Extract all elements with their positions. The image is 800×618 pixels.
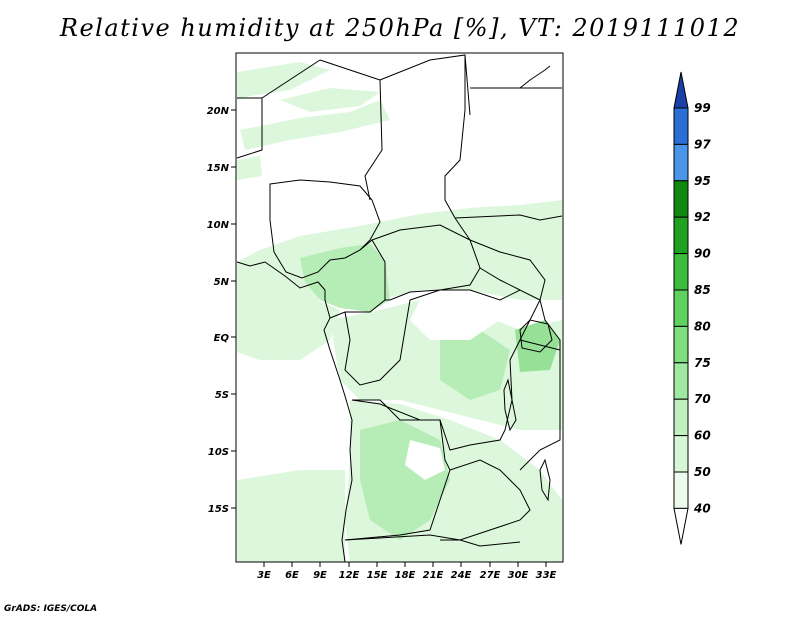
colorbar-segment bbox=[673, 253, 689, 291]
lat-tick-label: EQ bbox=[214, 333, 230, 344]
colorbar-level-label: 85 bbox=[694, 283, 711, 297]
coastline-west bbox=[236, 261, 353, 563]
humidity-band-north-3 bbox=[280, 88, 380, 112]
humidity-band-gulf bbox=[237, 292, 340, 360]
border-nigeria bbox=[269, 179, 381, 279]
colorbar-segment bbox=[673, 216, 689, 255]
credit-label: GrADS: IGES/COLA bbox=[4, 604, 98, 614]
border-tanzania bbox=[519, 299, 561, 471]
border-namibia bbox=[344, 534, 521, 547]
map-title: Relative humidity at 250hPa [%], VT: 201… bbox=[59, 14, 741, 42]
colorbar-segment bbox=[673, 435, 689, 473]
lat-tick-label: 20N bbox=[207, 106, 230, 117]
lat-tick-label: 10N bbox=[207, 220, 230, 231]
colorbar-segment bbox=[673, 107, 689, 145]
colorbar-level-label: 97 bbox=[694, 137, 711, 151]
lake-tanganyika bbox=[503, 378, 517, 432]
border-congo bbox=[344, 299, 411, 386]
colorbar-level-label: 92 bbox=[694, 210, 711, 224]
colorbar-level-label: 50 bbox=[694, 465, 711, 479]
lon-tick-label: 30E bbox=[508, 570, 529, 581]
lon-tick-label: 3E bbox=[257, 570, 271, 581]
colorbar-segment bbox=[673, 180, 689, 218]
border-angola bbox=[344, 399, 451, 541]
lat-tick-label: 5S bbox=[215, 390, 229, 401]
border-mali-niger bbox=[236, 59, 383, 201]
lon-tick-label: 15E bbox=[367, 570, 388, 581]
border-zambia bbox=[440, 459, 531, 541]
colorbar-level-label: 80 bbox=[694, 319, 711, 333]
colorbar-level-label: 60 bbox=[694, 429, 711, 443]
red-sea-coast bbox=[519, 65, 551, 89]
lon-tick-label: 33E bbox=[536, 570, 557, 581]
dry-patch-congo bbox=[410, 296, 500, 340]
humidity-band-southwest bbox=[237, 470, 345, 562]
lon-tick-label: 21E bbox=[423, 570, 444, 581]
humidity-field bbox=[237, 62, 562, 562]
lon-tick-label: 24E bbox=[451, 570, 472, 581]
humidity-band-central bbox=[300, 244, 390, 312]
colorbar-segment bbox=[673, 143, 689, 182]
colorbar-level-label: 70 bbox=[694, 392, 711, 406]
dry-patch-south bbox=[405, 440, 445, 480]
lon-tick-label: 12E bbox=[339, 570, 360, 581]
colorbar-segment bbox=[673, 398, 689, 437]
longitude-axis: 3E 6E 9E 12E 15E 18E 21E 24E 27E 30E 33E bbox=[257, 562, 557, 581]
colorbar-segment bbox=[673, 471, 689, 509]
lat-tick-label: 5N bbox=[214, 277, 230, 288]
latitude-axis: 20N 15N 10N 5N EQ 5S 10S 15S bbox=[207, 106, 236, 515]
colorbar-arrow-top bbox=[673, 71, 689, 109]
lake-malawi bbox=[539, 458, 551, 502]
colorbar-segment bbox=[673, 325, 689, 364]
humidity-band-congo-dark bbox=[440, 330, 510, 400]
colorbar-arrow-bottom bbox=[673, 507, 689, 545]
lon-tick-label: 27E bbox=[480, 570, 501, 581]
lat-tick-label: 10S bbox=[208, 447, 229, 458]
border-south-sudan bbox=[469, 239, 546, 301]
border-sudan bbox=[454, 214, 563, 241]
lake-victoria bbox=[519, 319, 553, 353]
humidity-band-lakes bbox=[515, 320, 560, 372]
colorbar-level-label: 99 bbox=[694, 101, 711, 115]
lon-tick-label: 18E bbox=[395, 570, 416, 581]
lon-tick-label: 6E bbox=[285, 570, 299, 581]
colorbar: 99 97 95 92 90 85 80 75 70 60 50 40 bbox=[673, 71, 711, 545]
border-car bbox=[371, 224, 481, 301]
colorbar-level-label: 40 bbox=[693, 501, 711, 515]
humidity-band-north-4 bbox=[237, 156, 262, 180]
colorbar-level-label: 95 bbox=[694, 174, 711, 188]
lat-tick-label: 15S bbox=[208, 504, 229, 515]
lat-tick-label: 15N bbox=[207, 163, 230, 174]
colorbar-level-label: 75 bbox=[694, 356, 711, 370]
colorbar-level-label: 90 bbox=[694, 247, 711, 261]
colorbar-segment bbox=[673, 362, 689, 400]
colorbar-segment bbox=[673, 289, 689, 327]
map-frame bbox=[235, 52, 564, 563]
country-borders bbox=[236, 54, 563, 563]
border-niger-chad bbox=[379, 54, 466, 219]
humidity-band-north bbox=[237, 62, 330, 100]
humidity-band-north-2 bbox=[240, 100, 390, 150]
border-libya-egypt bbox=[464, 54, 562, 116]
lon-tick-label: 9E bbox=[313, 570, 327, 581]
